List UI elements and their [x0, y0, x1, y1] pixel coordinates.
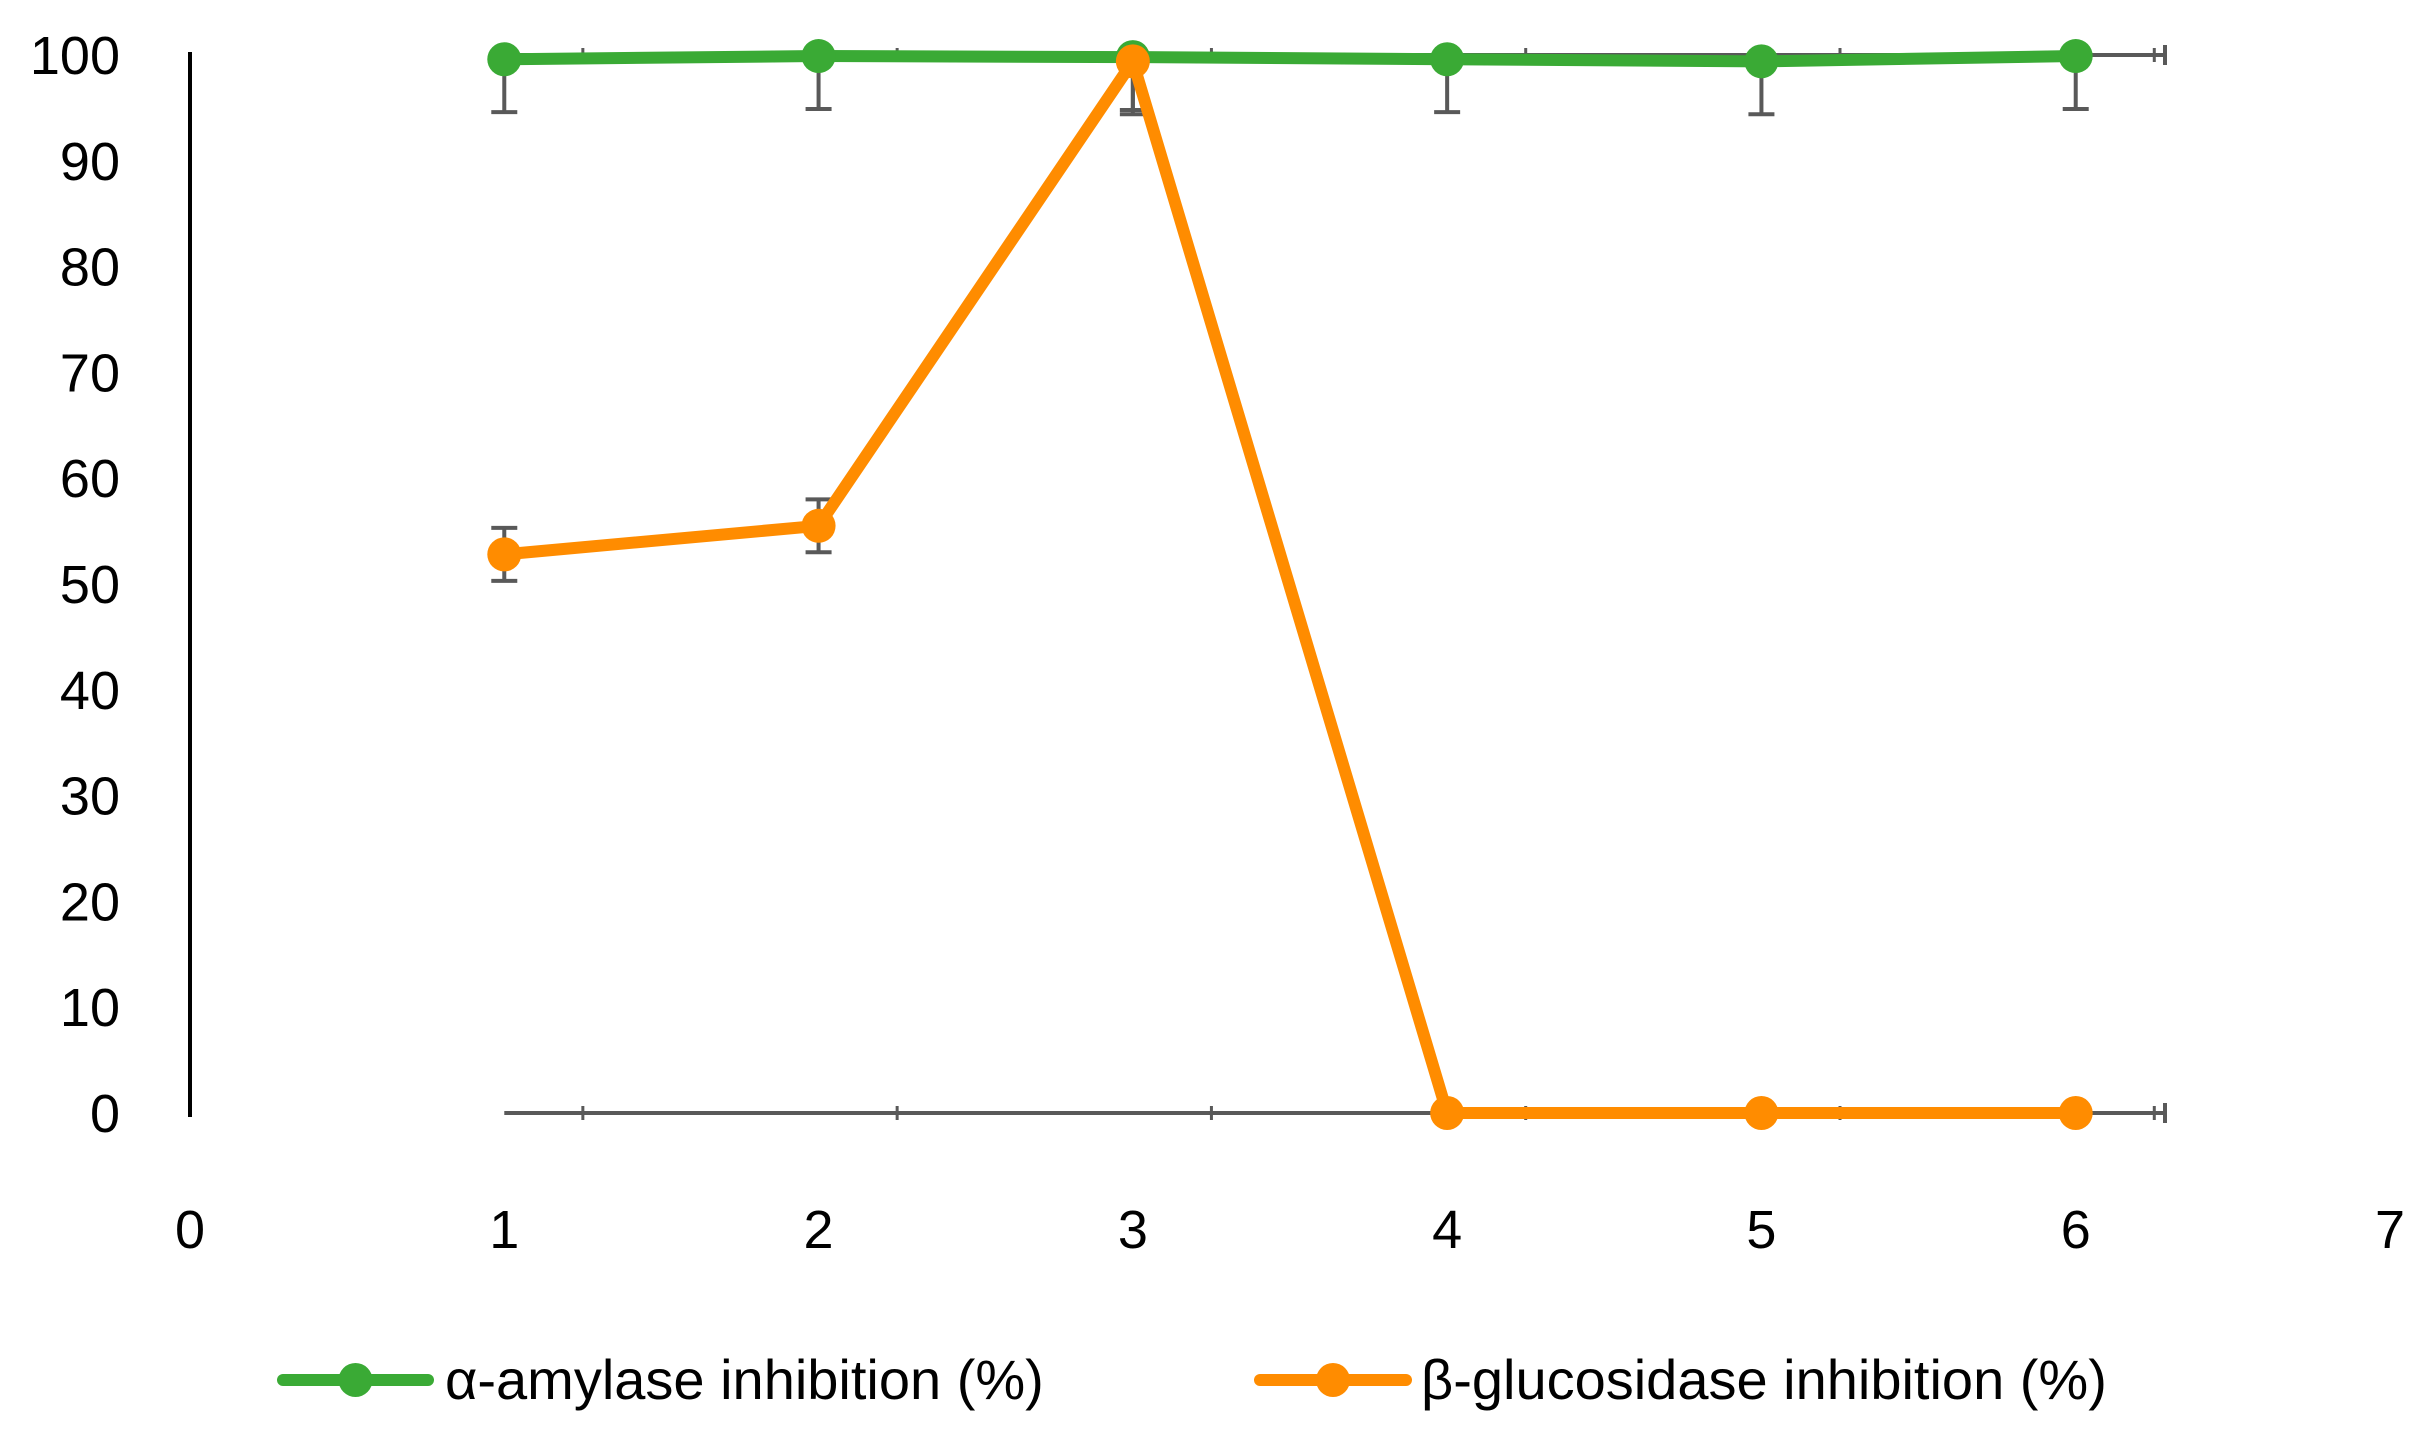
data-point — [1744, 1096, 1779, 1130]
x-tick-label: 6 — [2061, 1200, 2091, 1260]
x-tick-label: 3 — [1118, 1200, 1148, 1260]
series-line-2 — [498, 55, 2082, 1119]
y-tick-label: 30 — [60, 767, 120, 827]
legend-marker-2 — [1316, 1363, 1350, 1397]
data-point — [801, 508, 836, 543]
data-point — [1430, 42, 1465, 77]
x-tick-label: 4 — [1432, 1200, 1462, 1260]
y-tick-label: 70 — [60, 343, 120, 403]
data-point — [1430, 1096, 1465, 1130]
data-point — [801, 39, 836, 74]
legend-label-1: α-amylase inhibition (%) — [445, 1348, 1044, 1411]
y-tick-label: 50 — [60, 555, 120, 615]
legend: α-amylase inhibition (%) β-glucosidase in… — [277, 1348, 2107, 1411]
data-point — [1115, 44, 1150, 79]
data-point — [487, 42, 522, 77]
x-tick-label: 7 — [2375, 1200, 2405, 1260]
y-tick-label: 0 — [90, 1084, 120, 1144]
series-points — [487, 39, 2093, 1130]
data-point — [487, 537, 522, 572]
legend-marker-1 — [338, 1363, 373, 1397]
y-tick-label: 20 — [60, 872, 120, 932]
y-tick-label: 100 — [30, 26, 120, 86]
data-point — [2058, 1096, 2093, 1130]
x-tick-label: 1 — [489, 1200, 519, 1260]
x-tick-label: 2 — [804, 1200, 834, 1260]
error-bars — [491, 56, 2089, 583]
y-tick-label: 60 — [60, 449, 120, 509]
tick-labels: 0 10 20 30 40 50 60 70 80 90 100 0 1 2 3 4 5 6 7 — [30, 26, 2405, 1260]
data-point — [1744, 44, 1779, 79]
y-tick-label: 80 — [60, 238, 120, 298]
x-tick-label: 0 — [175, 1200, 205, 1260]
y-tick-label: 90 — [60, 132, 120, 192]
y-tick-label: 40 — [60, 661, 120, 721]
data-point — [2058, 39, 2093, 74]
series-line-1 — [498, 50, 2082, 68]
series-lines — [498, 50, 2082, 1119]
y-tick-label: 10 — [60, 978, 120, 1038]
legend-label-2: β-glucosidase inhibition (%) — [1421, 1348, 2107, 1411]
x-tick-label: 5 — [1746, 1200, 1776, 1260]
